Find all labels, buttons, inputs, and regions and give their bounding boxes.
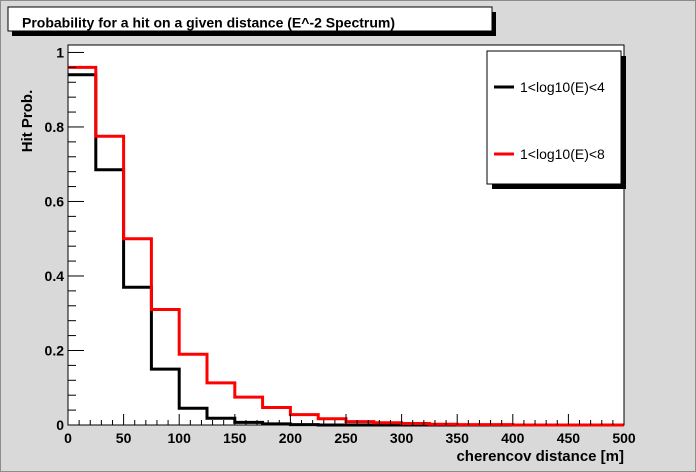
x-tick-label: 150 — [223, 430, 247, 446]
series-layer — [68, 65, 624, 427]
title-box: Probability for a hit on a given distanc… — [7, 6, 496, 36]
y-axis-title: Hit Prob. — [19, 90, 36, 153]
x-tick-label: 300 — [390, 430, 414, 446]
x-tick-label: 500 — [612, 430, 636, 446]
y-tick-label: 0 — [56, 417, 64, 433]
y-tick-label: 1 — [56, 44, 64, 60]
legend: 1<log10(E)<4 1<log10(E)<8 — [486, 50, 626, 189]
x-tick-label: 200 — [279, 430, 303, 446]
legend-label-series-1: 1<log10(E)<4 — [520, 79, 605, 95]
x-tick-label: 250 — [334, 430, 358, 446]
x-tick-label: 450 — [557, 430, 581, 446]
x-tick-label: 400 — [501, 430, 525, 446]
x-tick-label: 100 — [168, 430, 192, 446]
series-line-2 — [68, 65, 624, 427]
x-axis-title: cherencov distance [m] — [456, 448, 624, 465]
x-tick-label: 50 — [116, 430, 132, 446]
y-tick-label: 0.6 — [45, 193, 65, 209]
y-tick-label: 0.8 — [45, 119, 65, 135]
y-tick-label: 0.4 — [45, 268, 65, 284]
axis-layer: 0 50 100 150 200 250 300 350 400 450 500 0 0.2 0.4 0.6… — [45, 44, 636, 446]
legend-label-series-2: 1<log10(E)<8 — [520, 146, 605, 162]
y-tick-label: 0.2 — [45, 342, 65, 358]
x-tick-label: 0 — [64, 430, 72, 446]
x-tick-label: 350 — [446, 430, 470, 446]
chart-title: Probability for a hit on a given distanc… — [22, 15, 395, 31]
